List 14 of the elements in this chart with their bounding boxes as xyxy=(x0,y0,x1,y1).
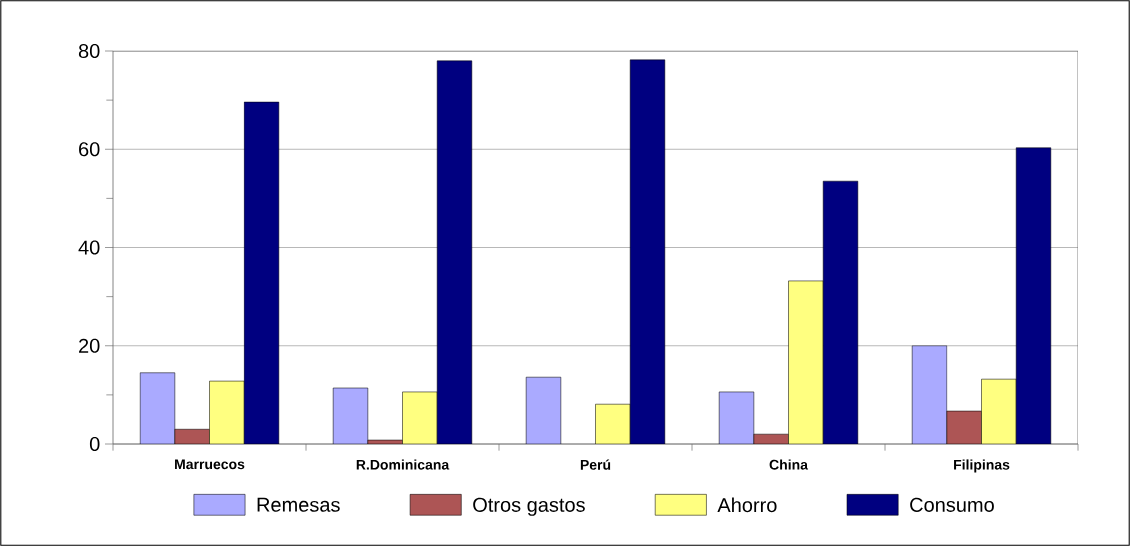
y-tick-label: 0 xyxy=(89,436,100,452)
y-tick-label: 80 xyxy=(78,43,100,59)
y-tick-label: 20 xyxy=(79,338,100,353)
x-tick-label: Filipinas xyxy=(954,459,1010,473)
legend-label: Ahorro xyxy=(717,497,777,513)
x-tick-label: R.Dominicana xyxy=(356,459,450,470)
x-tick-label: Marruecos xyxy=(175,459,245,470)
y-tick-label: 40 xyxy=(78,240,100,255)
legend-label: Consumo xyxy=(910,497,994,512)
y-tick-label: 60 xyxy=(79,142,100,157)
x-tick-label: Perú xyxy=(580,459,611,470)
legend-label: Remesas xyxy=(257,497,340,512)
legend-label: Otros gastos xyxy=(473,497,585,516)
x-tick-label: China xyxy=(769,459,809,470)
